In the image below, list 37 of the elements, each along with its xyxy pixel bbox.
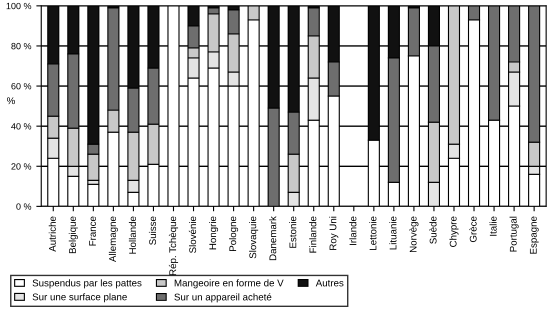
x-tick-label: Suisse <box>148 216 156 245</box>
y-tick-label: 80 % <box>11 42 32 50</box>
legend-label: Suspendus par les pattes <box>32 279 142 288</box>
x-tick-label: Italie <box>490 216 497 236</box>
x-tick-label: Autriche <box>48 216 56 252</box>
y-axis-title: % <box>6 97 15 104</box>
x-tick-label: France <box>89 216 96 246</box>
x-tick-label: Suède <box>429 216 437 244</box>
x-tick-label: Slovénie <box>188 216 196 253</box>
x-tick-label: Hongrie <box>209 216 218 250</box>
x-tick-label: Estonie <box>289 216 296 248</box>
x-tick-label: Irlande <box>349 216 356 245</box>
y-tick-label: 40 % <box>11 123 32 130</box>
legend-label: Mangeoire en forme de V <box>174 279 284 288</box>
y-tick-label: 100 % <box>6 2 32 10</box>
x-tick-label: Allemagne <box>108 216 118 262</box>
x-tick-label: Roy Uni <box>329 216 338 250</box>
x-tick-label: Chypre <box>449 216 459 247</box>
x-tick-label: Belgique <box>68 216 78 254</box>
x-tick-label: Finlande <box>309 216 316 253</box>
x-tick-label: Hollande <box>128 216 136 254</box>
x-tick-label: Rép. Tchèque <box>168 216 178 276</box>
legend-label: Sur un appareil acheté <box>174 293 272 302</box>
legend-label: Autres <box>316 280 344 286</box>
x-tick-label: Lituanie <box>389 216 396 250</box>
x-tick-label: Portugal <box>510 216 519 252</box>
x-tick-label: Lettonie <box>369 216 376 250</box>
x-tick-label: Norvège <box>409 216 419 252</box>
x-tick-label: Grèce <box>469 216 477 242</box>
y-tick-label: 20 % <box>11 163 32 170</box>
x-tick-label: Slovaquie <box>249 216 258 258</box>
x-tick-label: Danemark <box>269 216 276 260</box>
x-tick-label: Espagne <box>530 216 539 254</box>
legend-label: Sur une surface plane <box>32 293 127 302</box>
x-tick-label: Pologne <box>229 216 238 251</box>
y-tick-label: 0 % <box>16 203 32 210</box>
y-tick-label: 60 % <box>11 83 32 90</box>
